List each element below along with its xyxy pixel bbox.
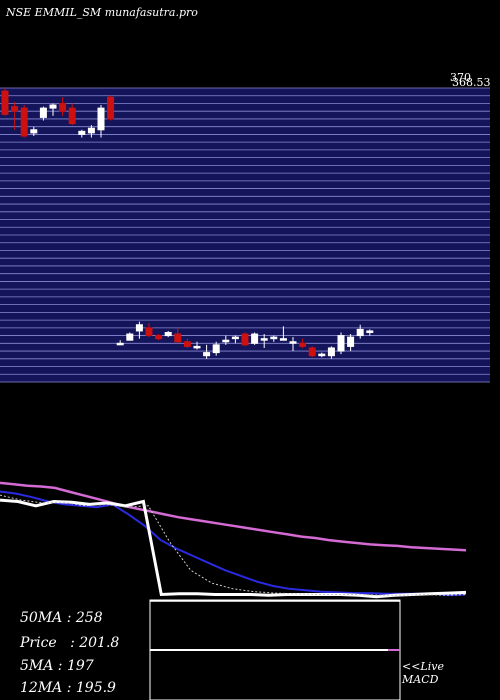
candle bbox=[135, 321, 143, 339]
live-macd-line2: MACD bbox=[402, 673, 439, 686]
candle bbox=[116, 340, 124, 346]
price-axis-labels: 370 368.53 bbox=[450, 71, 491, 89]
candle-body bbox=[289, 341, 297, 344]
candle bbox=[78, 129, 86, 138]
ma5-readout: 5MA : 197 bbox=[20, 658, 94, 674]
candle bbox=[68, 103, 76, 126]
candle-body bbox=[145, 327, 153, 337]
live-macd-line1: <<Live bbox=[402, 660, 444, 673]
candle-body bbox=[116, 342, 124, 346]
candle-body bbox=[164, 331, 172, 337]
candle bbox=[87, 125, 95, 138]
candle bbox=[20, 105, 28, 138]
candle bbox=[327, 346, 335, 359]
candle bbox=[260, 334, 268, 348]
candle-body bbox=[318, 353, 326, 357]
candle bbox=[49, 103, 57, 116]
candle-body bbox=[212, 344, 220, 354]
candle bbox=[337, 332, 345, 355]
candle bbox=[289, 337, 297, 352]
candle-body bbox=[49, 104, 57, 109]
price-max-label: 370 bbox=[450, 71, 471, 84]
candle-body bbox=[251, 333, 259, 344]
live-macd-link[interactable]: <<Live MACD bbox=[402, 660, 444, 686]
price-grid-lines bbox=[0, 87, 490, 383]
candle bbox=[318, 352, 326, 358]
candle bbox=[39, 106, 47, 121]
candle bbox=[183, 338, 191, 348]
moving-average-lines bbox=[0, 481, 467, 599]
candle-body bbox=[107, 96, 115, 120]
candle-body bbox=[20, 107, 28, 137]
ma-line-0 bbox=[0, 481, 467, 552]
candle-body bbox=[308, 347, 316, 357]
candle bbox=[11, 101, 19, 130]
candle-body bbox=[78, 130, 86, 135]
page-title: NSE EMMIL_SM munafasutra.pro bbox=[6, 6, 198, 19]
candle-body bbox=[279, 338, 287, 341]
ma-line-3 bbox=[0, 494, 467, 596]
candle-body bbox=[155, 335, 163, 340]
ma50-readout: 50MA : 258 bbox=[20, 610, 103, 626]
candle-body bbox=[1, 90, 9, 115]
candle-body bbox=[39, 107, 47, 118]
candle-body bbox=[126, 333, 134, 341]
candle-body bbox=[183, 341, 191, 347]
candle bbox=[222, 335, 230, 345]
candle bbox=[241, 332, 249, 347]
candle bbox=[174, 327, 182, 344]
candle-body bbox=[327, 347, 335, 357]
candle bbox=[107, 95, 115, 121]
candle-body bbox=[135, 324, 143, 332]
candle-body bbox=[59, 102, 67, 112]
candle bbox=[193, 341, 201, 350]
candle bbox=[231, 335, 239, 344]
candle-body bbox=[366, 330, 374, 333]
candle bbox=[308, 346, 316, 358]
candle-body bbox=[11, 106, 19, 112]
candle-body bbox=[203, 352, 211, 357]
price-readout: Price : 201.8 bbox=[20, 635, 120, 651]
candle bbox=[203, 344, 211, 359]
candle bbox=[299, 338, 307, 348]
candle-body bbox=[222, 339, 230, 343]
candle-series bbox=[1, 88, 374, 359]
candle bbox=[59, 97, 67, 116]
candle bbox=[97, 105, 105, 138]
ma-line-1 bbox=[0, 490, 467, 597]
candle-body bbox=[260, 338, 268, 341]
candle bbox=[212, 341, 220, 356]
candle-body bbox=[231, 336, 239, 340]
candle-body bbox=[337, 335, 345, 352]
ma12-readout: 12MA : 195.9 bbox=[20, 680, 116, 696]
candle-body bbox=[30, 129, 38, 134]
candle-body bbox=[356, 328, 364, 337]
price-max-label-overlap: 368.53 bbox=[452, 76, 491, 89]
candle bbox=[30, 126, 38, 136]
candle-body bbox=[241, 333, 249, 346]
candle-body bbox=[270, 336, 278, 340]
candle bbox=[270, 335, 278, 342]
candle bbox=[251, 332, 259, 345]
candle-body bbox=[193, 345, 201, 349]
candle-body bbox=[174, 333, 182, 343]
candle bbox=[155, 334, 163, 341]
candle-body bbox=[87, 127, 95, 134]
candle bbox=[347, 334, 355, 352]
candle-body bbox=[68, 107, 76, 125]
candle bbox=[126, 332, 134, 341]
candle bbox=[366, 329, 374, 336]
candle bbox=[1, 88, 9, 116]
candle-body bbox=[299, 342, 307, 347]
macd-panel bbox=[149, 599, 401, 700]
ma-line-2 bbox=[0, 498, 467, 599]
candle bbox=[164, 330, 172, 338]
candle bbox=[279, 326, 287, 341]
candle-body bbox=[97, 107, 105, 131]
candle-body bbox=[347, 336, 355, 347]
candle bbox=[356, 324, 364, 339]
candle bbox=[145, 323, 153, 338]
